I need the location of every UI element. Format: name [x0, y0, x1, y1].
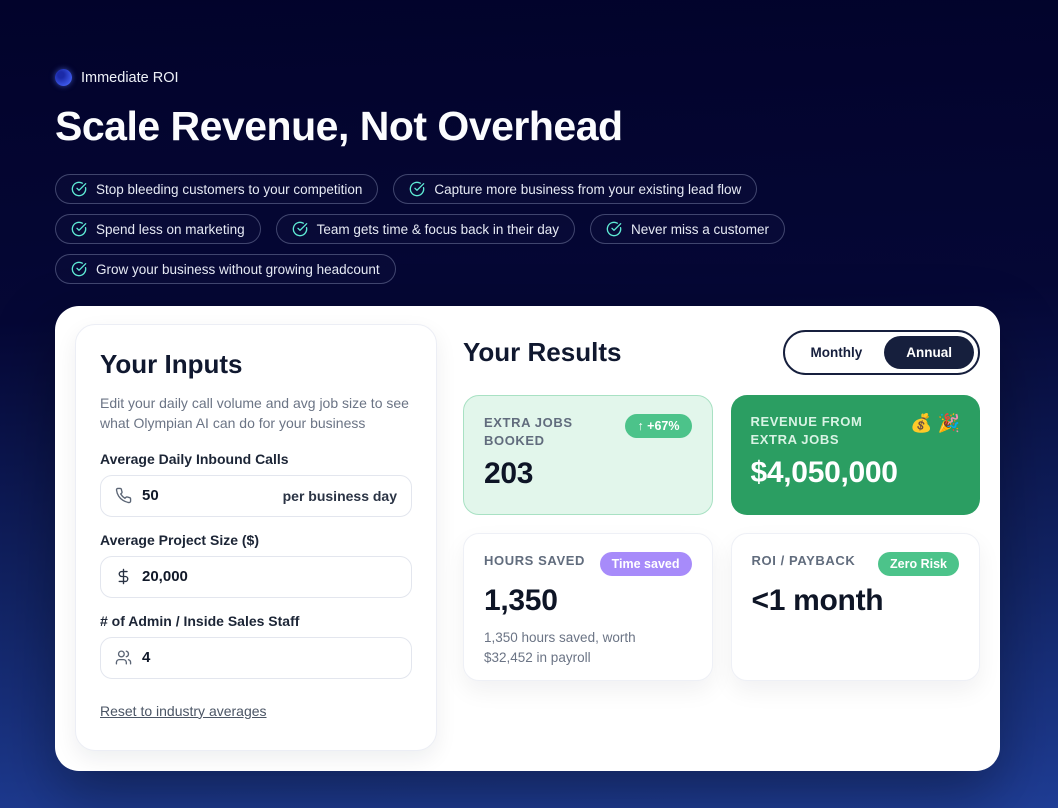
extra-jobs-label: EXTRA JOBS BOOKED — [484, 415, 573, 448]
extra-jobs-value: 203 — [484, 457, 534, 491]
calls-field: per business day — [100, 474, 412, 517]
benefit-pill: Capture more business from your existing… — [393, 174, 758, 204]
calls-field-label: Average Daily Inbound Calls — [100, 450, 289, 467]
time-saved-badge: Time saved — [599, 552, 692, 576]
orb-icon — [55, 69, 72, 86]
benefit-pill: Team gets time & focus back in their day — [275, 214, 575, 244]
revenue-label: REVENUE FROM EXTRA JOBS — [750, 414, 863, 447]
benefit-pill: Stop bleeding customers to your competit… — [55, 174, 379, 204]
brand-badge-label: Immediate ROI — [81, 69, 179, 86]
check-circle-icon — [410, 181, 425, 197]
moneybag-party-icon: 💰 🎉 — [910, 413, 960, 433]
page-title: Scale Revenue, Not Overhead — [55, 103, 623, 149]
hours-saved-label: HOURS SAVED — [484, 553, 585, 568]
toggle-annual[interactable]: Annual — [884, 336, 974, 369]
calls-suffix: per business day — [282, 487, 397, 504]
dollar-icon — [118, 568, 129, 585]
check-circle-icon — [606, 221, 622, 237]
roi-payback-value: <1 month — [751, 584, 884, 617]
check-circle-icon — [71, 221, 87, 237]
check-circle-icon — [71, 181, 87, 197]
revenue-card: REVENUE FROM EXTRA JOBS 💰 🎉 $4,050,000 — [730, 395, 980, 515]
benefit-pill: Grow your business without growing headc… — [55, 254, 396, 284]
staff-input[interactable] — [142, 649, 397, 667]
roi-payback-card: ROI / PAYBACK Zero Risk <1 month — [730, 533, 980, 681]
staff-field — [100, 636, 412, 679]
benefit-pill-label: Capture more business from your existing… — [434, 181, 742, 197]
brand-badge: Immediate ROI — [55, 0, 1003, 86]
zero-risk-badge: Zero Risk — [878, 552, 959, 576]
check-circle-icon — [71, 261, 87, 277]
roi-payback-label: ROI / PAYBACK — [751, 553, 856, 568]
inputs-description: Edit your daily call volume and avg job … — [100, 395, 409, 432]
hours-saved-subtext: 1,350 hours saved, worth $32,452 in payr… — [484, 630, 636, 666]
benefit-pill: Never miss a customer — [589, 214, 786, 244]
roi-calculator-card: Your Inputs Edit your daily call volume … — [55, 306, 1000, 771]
results-panel: Your Results Monthly Annual EXTRA JOBS B… — [463, 324, 980, 751]
results-grid: EXTRA JOBS BOOKED ↑ +67% 203 REVENUE FRO… — [463, 395, 980, 681]
inputs-title: Your Inputs — [100, 349, 243, 379]
benefit-pill-label: Spend less on marketing — [96, 221, 245, 237]
benefit-pill-label: Stop bleeding customers to your competit… — [96, 181, 363, 197]
benefit-pills: Stop bleeding customers to your competit… — [55, 174, 950, 284]
period-toggle[interactable]: Monthly Annual — [782, 330, 980, 375]
benefit-pill-label: Never miss a customer — [630, 221, 770, 237]
benefit-pill-label: Grow your business without growing headc… — [96, 261, 380, 277]
extra-jobs-card: EXTRA JOBS BOOKED ↑ +67% 203 — [463, 395, 713, 515]
results-header: Your Results Monthly Annual — [463, 330, 980, 375]
project-size-field — [100, 555, 412, 598]
results-title: Your Results — [463, 337, 622, 367]
reset-link[interactable]: Reset to industry averages — [100, 702, 267, 719]
calls-input[interactable] — [142, 487, 273, 505]
benefit-pill: Spend less on marketing — [55, 214, 261, 244]
check-circle-icon — [292, 221, 307, 237]
benefit-pill-label: Team gets time & focus back in their day — [316, 221, 559, 237]
hours-saved-card: HOURS SAVED Time saved 1,350 1,350 hours… — [463, 533, 713, 681]
phone-icon — [115, 487, 132, 504]
extra-jobs-badge: ↑ +67% — [625, 414, 692, 438]
inputs-panel: Your Inputs Edit your daily call volume … — [75, 324, 437, 751]
project-size-field-label: Average Project Size ($) — [100, 531, 259, 548]
users-icon — [115, 650, 132, 665]
revenue-value: $4,050,000 — [750, 456, 898, 490]
project-size-input[interactable] — [142, 568, 397, 586]
toggle-monthly[interactable]: Monthly — [810, 345, 863, 360]
staff-field-label: # of Admin / Inside Sales Staff — [100, 612, 300, 629]
hours-saved-value: 1,350 — [484, 584, 558, 617]
